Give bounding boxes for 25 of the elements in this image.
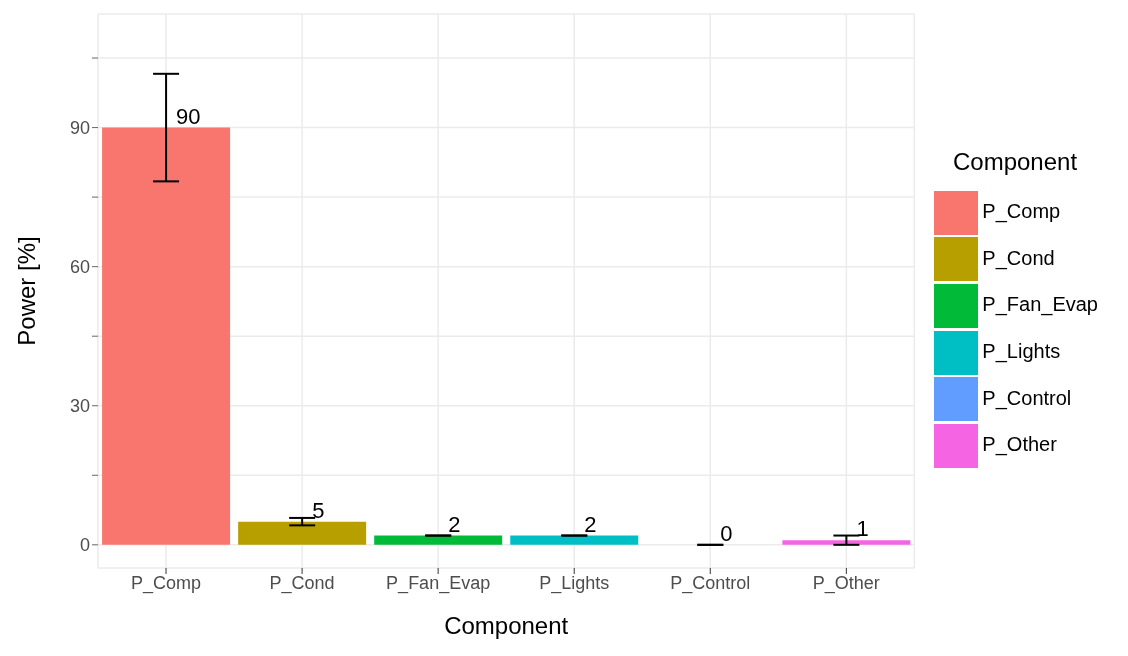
legend-label: P_Lights [982,340,1061,362]
x-tick-label: P_Cond [269,572,335,594]
data-label: 2 [448,511,461,537]
data-label: 90 [176,103,201,129]
legend-title: Component [953,148,1078,176]
data-label: 5 [312,497,325,523]
y-axis-title: Power [%] [12,236,40,346]
data-label: 0 [720,520,733,546]
x-tick-label: P_Other [812,572,880,594]
legend-label: P_Comp [982,199,1061,222]
x-tick-label: P_Fan_Evap [386,572,491,594]
y-tick-label: 0 [79,535,90,556]
legend-label: P_Control [982,386,1072,409]
y-tick-label: 90 [69,117,90,138]
x-tick-label: P_Comp [131,572,202,594]
legend-label: P_Fan_Evap [982,293,1098,316]
data-label: 2 [584,511,597,537]
x-axis-title: Component [444,612,569,639]
x-tick-label: P_Control [670,572,751,594]
x-tick-label: P_Lights [539,572,610,594]
y-tick-label: 60 [69,257,90,278]
legend-label: P_Cond [982,246,1055,269]
y-tick-label: 30 [69,396,90,417]
legend-label: P_Other [982,433,1057,456]
data-label: 1 [856,516,869,542]
